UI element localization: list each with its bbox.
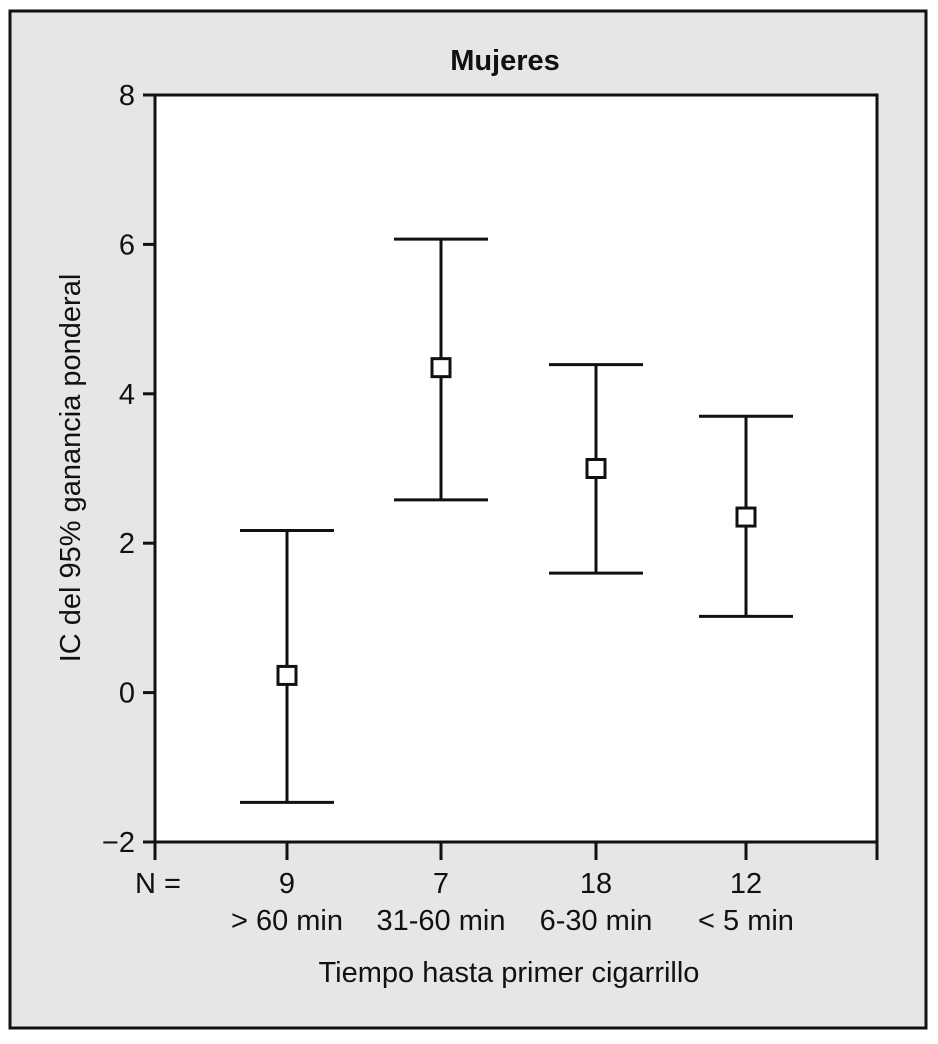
n-value-label: 12 — [730, 868, 762, 900]
mean-marker — [735, 506, 757, 528]
n-label: N = — [135, 868, 181, 900]
y-axis: −2 0 2 4 6 8 — [102, 80, 155, 859]
plot-area — [153, 93, 879, 844]
category-label: > 60 min — [231, 905, 343, 937]
error-bars — [240, 237, 793, 804]
mean-marker — [276, 664, 298, 686]
y-tick-label: −2 — [102, 827, 135, 859]
y-tick-label: 6 — [119, 229, 135, 261]
x-axis: 9 > 60 min 7 31-60 min 18 6-30 min 12 < 5 min — [153, 842, 879, 937]
n-value-label: 7 — [433, 868, 449, 900]
n-value-label: 18 — [580, 868, 612, 900]
n-value-label: 9 — [279, 868, 295, 900]
mean-marker — [430, 357, 452, 379]
x-axis-title: Tiempo hasta primer cigarrillo — [319, 957, 700, 989]
y-tick-label: 4 — [119, 379, 135, 411]
category-label: 31-60 min — [377, 905, 506, 937]
y-tick-label: 0 — [119, 678, 135, 710]
y-axis-title: IC del 95% ganancia ponderal — [55, 274, 87, 663]
y-tick-label: 2 — [119, 528, 135, 560]
category-label: 6-30 min — [540, 905, 653, 937]
category-label: < 5 min — [698, 905, 794, 937]
mean-marker — [585, 458, 607, 479]
chart-title: Mujeres — [450, 45, 560, 77]
y-tick-label: 8 — [119, 80, 135, 112]
